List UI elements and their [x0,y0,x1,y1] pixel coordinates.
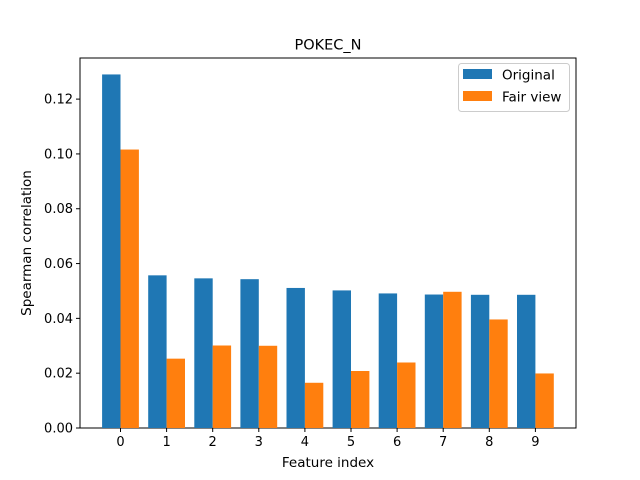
x-tick-label-0: 0 [116,435,124,450]
x-tick-label-2: 2 [209,435,217,450]
x-tick-label-5: 5 [347,435,355,450]
y-axis: 0.00 0.02 0.04 0.06 0.08 0.10 0.12 [44,93,80,437]
bar-fair-view-7 [443,291,462,428]
plot-frame [79,57,577,429]
chart-title: POKEC_N [294,38,361,54]
plot-area [79,57,577,429]
x-tick-label-6: 6 [393,435,401,450]
x-tick-label-1: 1 [162,435,170,450]
bar-original-9 [517,294,536,428]
bar-original-5 [332,290,351,428]
bar-original-8 [470,294,490,428]
bar-fair-view-5 [351,370,370,428]
legend-swatch-fair-view [463,91,492,101]
bar-original-3 [240,279,259,428]
bar-fair-view-1 [166,358,185,428]
legend-label-original: Original [502,68,555,84]
bar-fair-view-9 [535,373,554,428]
bar-original-0 [102,74,121,428]
bar-fair-view-4 [304,382,324,428]
y-tick-label-0.08: 0.08 [44,202,73,217]
y-tick-label-0.04: 0.04 [44,312,73,327]
x-axis: 0 1 2 3 4 5 6 7 8 9 [116,428,540,450]
bar-fair-view-8 [489,319,508,428]
bar-fair-view-3 [258,345,278,428]
x-tick-label-3: 3 [255,435,263,450]
y-tick-label-0.06: 0.06 [44,257,73,272]
x-tick-label-4: 4 [301,435,309,450]
bars [102,74,554,428]
x-axis-label: Feature index [282,455,374,471]
bar-original-7 [424,294,444,428]
legend-label-fair-view: Fair view [502,90,561,106]
bar-original-4 [286,287,305,428]
bar-original-6 [378,293,398,428]
bar-fair-view-2 [212,345,232,428]
bar-fair-view-0 [120,149,139,428]
legend-swatch-original [463,69,492,79]
bar-original-2 [194,278,213,428]
x-tick-label-7: 7 [439,435,447,450]
x-tick-label-9: 9 [531,435,539,450]
y-axis-label: Spearman correlation [19,170,35,316]
y-tick-label-0.10: 0.10 [44,147,73,162]
legend: Original Fair view [458,63,570,112]
x-tick-label-8: 8 [485,435,493,450]
y-tick-label-0.12: 0.12 [44,93,73,108]
bar-fair-view-6 [397,362,416,428]
y-tick-label-0.00: 0.00 [44,422,73,437]
y-tick-label-0.02: 0.02 [44,367,73,382]
bar-original-1 [148,275,167,428]
